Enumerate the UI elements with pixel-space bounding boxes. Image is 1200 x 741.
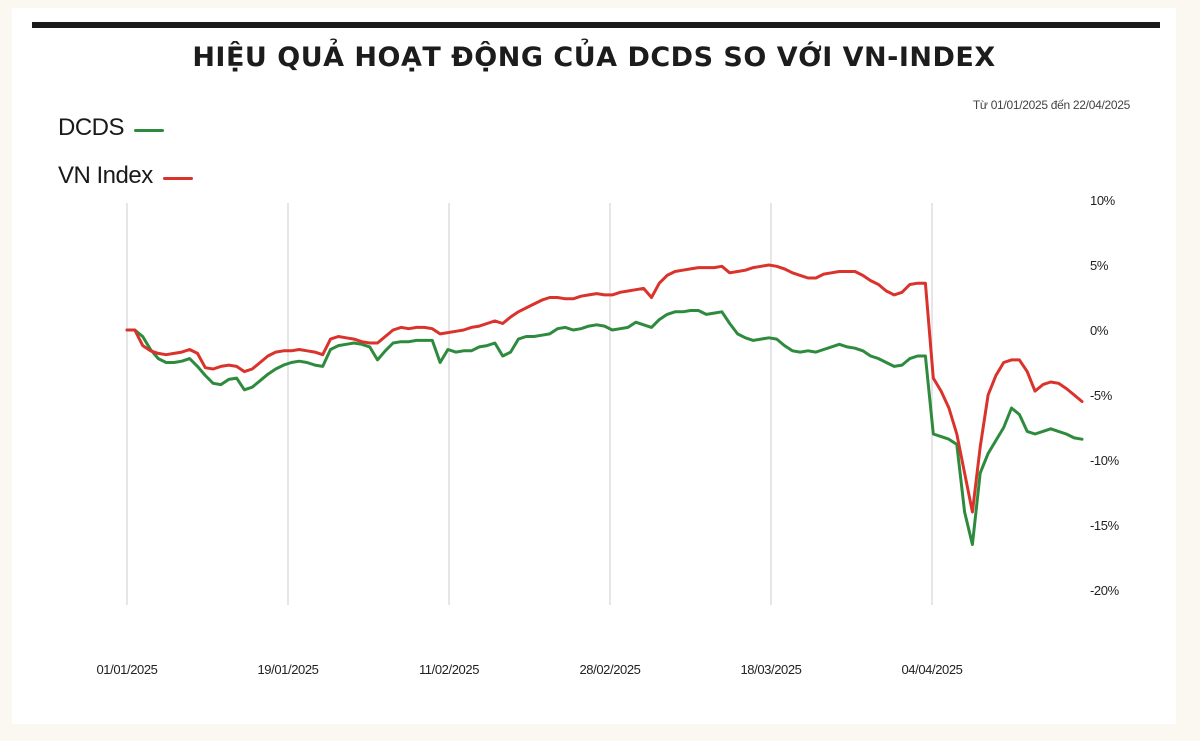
y-tick-label-4: -10% <box>1090 453 1120 468</box>
legend-swatch-dcds <box>134 128 165 132</box>
y-tick-label-0: 10% <box>1090 193 1116 208</box>
legend-item-dcds: DCDS <box>58 104 193 152</box>
top-rule <box>32 22 1160 28</box>
legend-label-vnindex: VN Index <box>58 162 153 189</box>
x-tick-label-5: 04/04/2025 <box>901 662 962 677</box>
legend-swatch-vnindex <box>162 176 193 180</box>
chart-title: HIỆU QUẢ HOẠT ĐỘNG CỦA DCDS SO VỚI VN-IN… <box>192 42 996 73</box>
legend-label-dcds: DCDS <box>58 114 125 141</box>
x-tick-label-0: 01/01/2025 <box>96 662 157 677</box>
x-tick-label-4: 18/03/2025 <box>740 662 801 677</box>
legend-item-vnindex: VN Index <box>58 152 193 200</box>
y-tick-label-2: 0% <box>1090 323 1109 338</box>
x-tick-label-1: 19/01/2025 <box>257 662 318 677</box>
x-tick-label-2: 11/02/2025 <box>419 662 479 677</box>
series-line-vnindex <box>125 263 1084 514</box>
series-line-dcds <box>125 309 1084 546</box>
y-tick-label-5: -15% <box>1090 518 1120 533</box>
date-range-subtitle: Từ 01/01/2025 đến 22/04/2025 <box>972 98 1130 112</box>
y-tick-label-3: -5% <box>1090 388 1113 403</box>
x-tick-label-3: 28/02/2025 <box>579 662 640 677</box>
y-tick-label-1: 5% <box>1090 258 1109 273</box>
y-tick-label-6: -20% <box>1090 583 1120 598</box>
legend: DCDS VN Index <box>58 104 193 200</box>
